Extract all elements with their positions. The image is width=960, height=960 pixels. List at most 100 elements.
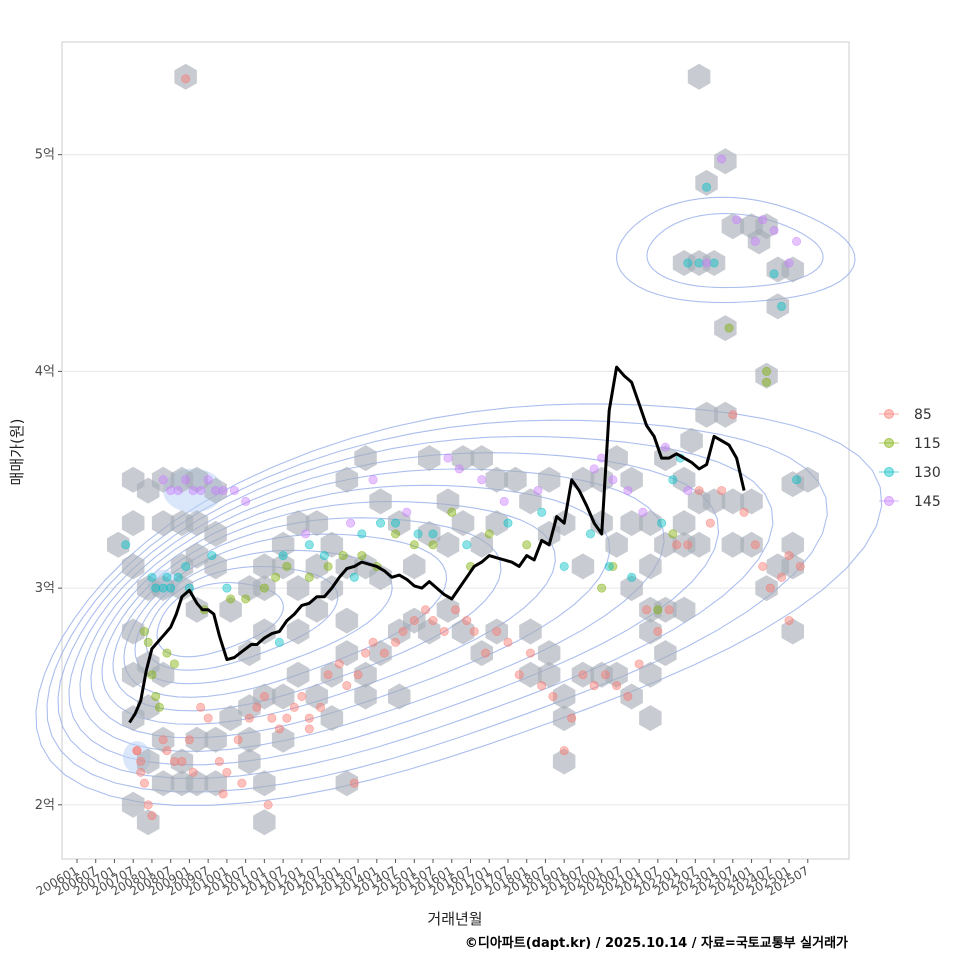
hex-bin [354,445,377,472]
point-85 [297,691,307,701]
hex-bin [755,575,778,602]
point-85 [184,735,194,745]
point-130 [769,269,779,279]
legend-label: 85 [914,407,932,423]
hex-bin [238,640,261,667]
hex-bin [107,531,130,558]
hex-bin [485,618,508,645]
y-axis-ticks: 2억 3억 4억 5억 [35,148,62,813]
point-115 [143,637,153,647]
point-115 [653,605,663,615]
point-115 [271,572,281,582]
hex-bin [590,466,613,493]
point-130 [413,529,423,539]
hex-bin [552,683,576,710]
hex-bin [354,683,377,710]
point-115 [484,529,494,539]
point-130 [319,551,329,561]
point-115 [428,540,438,550]
hex-bin [451,618,475,645]
hex-bin [354,661,377,688]
point-85 [784,616,794,626]
point-130 [158,583,168,593]
point-130 [121,540,131,550]
hex-bin [687,531,711,558]
density-contour [101,500,556,725]
point-145 [597,453,607,463]
point-85 [623,691,633,701]
hex-bin [219,705,242,732]
point-115 [169,659,179,669]
hex-bin [747,228,771,255]
y-tick-label: 4억 [35,364,55,379]
point-130 [792,475,802,485]
density-contour [35,403,883,806]
hex-bin [320,531,344,558]
hex-bins [107,63,819,836]
hex-bin [320,705,344,732]
point-85 [439,626,449,636]
hex-bin [151,726,175,753]
point-130 [166,583,176,593]
point-85 [282,713,292,723]
point-115 [151,691,161,701]
point-115 [147,670,157,680]
point-130 [559,561,569,571]
hex-bin [485,510,508,537]
legend-item: 145 [879,494,941,510]
hex-bin [654,596,677,623]
point-85 [368,637,378,647]
point-85 [462,616,472,626]
point-145 [702,258,712,268]
point-130 [657,518,667,528]
data-points [121,74,805,821]
hex-bin [369,640,392,667]
point-85 [304,713,314,723]
hex-bin [286,575,310,602]
hex-bin [286,618,310,645]
point-130 [349,572,359,582]
legend-item: 115 [879,436,941,452]
hex-bin [605,531,628,558]
hex-bin [388,618,411,645]
point-130 [668,475,678,485]
hex-bin [436,531,460,558]
hex-bin [470,640,493,667]
hex-bin [714,401,737,428]
point-85 [728,410,738,420]
point-85 [612,681,622,691]
hex-bin [253,553,276,580]
hex-bin [781,531,804,558]
point-85 [361,648,371,658]
hex-bin [121,510,145,537]
point-130 [181,561,191,571]
hex-bin [204,477,227,504]
y-axis-title: 매매가(원) [8,419,26,486]
point-130 [222,583,232,593]
hex-bin [620,575,643,602]
point-145 [589,464,599,474]
hex-bin [519,618,542,645]
hex-bin [451,510,475,537]
hex-bin [740,531,763,558]
point-130 [627,572,637,582]
point-85 [758,561,768,571]
point-145 [683,486,693,496]
point-85 [683,540,693,550]
point-85 [409,616,419,626]
hex-bin [204,770,227,797]
hex-bin [151,510,175,537]
point-145 [758,215,768,225]
point-115 [282,561,292,571]
point-130 [585,529,595,539]
point-115 [762,377,772,387]
hex-bin [672,466,696,493]
point-115 [241,594,251,604]
point-115 [762,366,772,376]
point-145 [166,486,176,496]
hex-bin [436,596,460,623]
point-85 [289,702,299,712]
point-115 [608,561,618,571]
point-145 [346,518,356,528]
point-130 [357,529,367,539]
